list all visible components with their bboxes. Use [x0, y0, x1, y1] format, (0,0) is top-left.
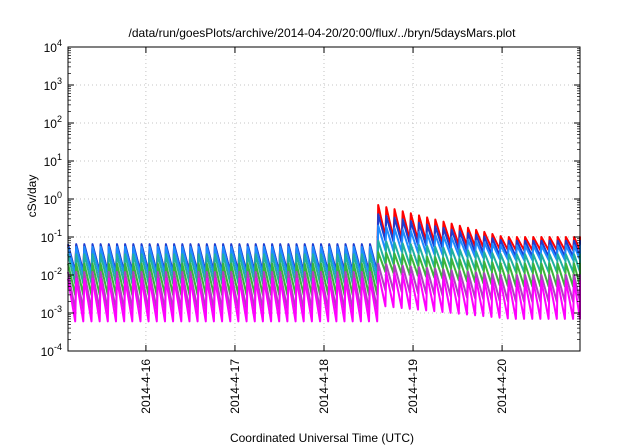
y-tick-base: 10	[41, 345, 55, 359]
y-tick-base: 10	[41, 307, 55, 321]
chart-title: /data/run/goesPlots/archive/2014-04-20/2…	[129, 26, 517, 40]
x-axis: 2014-4-16 2014-4-17 2014-4-18 2014-4-19 2014…	[139, 47, 509, 414]
x-tick-label: 2014-4-17	[228, 359, 242, 414]
y-tick-label: 10-2	[41, 266, 62, 283]
plot-area	[67, 204, 581, 323]
x-tick-label: 2014-4-20	[495, 359, 509, 414]
y-tick-exponent: -2	[54, 266, 62, 276]
grid	[68, 47, 580, 351]
y-tick-base: 10	[41, 269, 55, 283]
y-tick-label: 103	[44, 76, 62, 93]
y-tick-base: 10	[44, 117, 58, 131]
y-tick-exponent: 3	[57, 76, 62, 86]
y-tick-base: 10	[41, 231, 55, 245]
x-tick-label: 2014-4-18	[317, 359, 331, 414]
y-tick-label: 10-3	[41, 304, 62, 321]
y-tick-exponent: 0	[57, 190, 62, 200]
y-tick-exponent: 1	[57, 152, 62, 162]
y-axis-label: cSv/day	[25, 175, 39, 218]
y-tick-label: 10-4	[41, 342, 62, 359]
y-tick-label: 10-1	[41, 228, 62, 245]
y-tick-base: 10	[44, 193, 58, 207]
y-tick-exponent: 2	[57, 114, 62, 124]
y-tick-label: 102	[44, 114, 62, 131]
y-tick-exponent: -3	[54, 304, 62, 314]
y-tick-label: 100	[44, 190, 62, 207]
series-line-7	[67, 271, 581, 323]
x-tick-label: 2014-4-19	[406, 359, 420, 414]
y-tick-label: 104	[44, 38, 62, 55]
y-tick-exponent: 4	[57, 38, 62, 48]
y-tick-exponent: -1	[54, 228, 62, 238]
y-tick-base: 10	[44, 41, 58, 55]
y-tick-label: 101	[44, 152, 62, 169]
x-axis-label: Coordinated Universal Time (UTC)	[230, 431, 414, 445]
y-tick-exponent: -4	[54, 342, 62, 352]
y-tick-base: 10	[44, 155, 58, 169]
y-tick-base: 10	[44, 79, 58, 93]
x-tick-label: 2014-4-16	[139, 359, 153, 414]
